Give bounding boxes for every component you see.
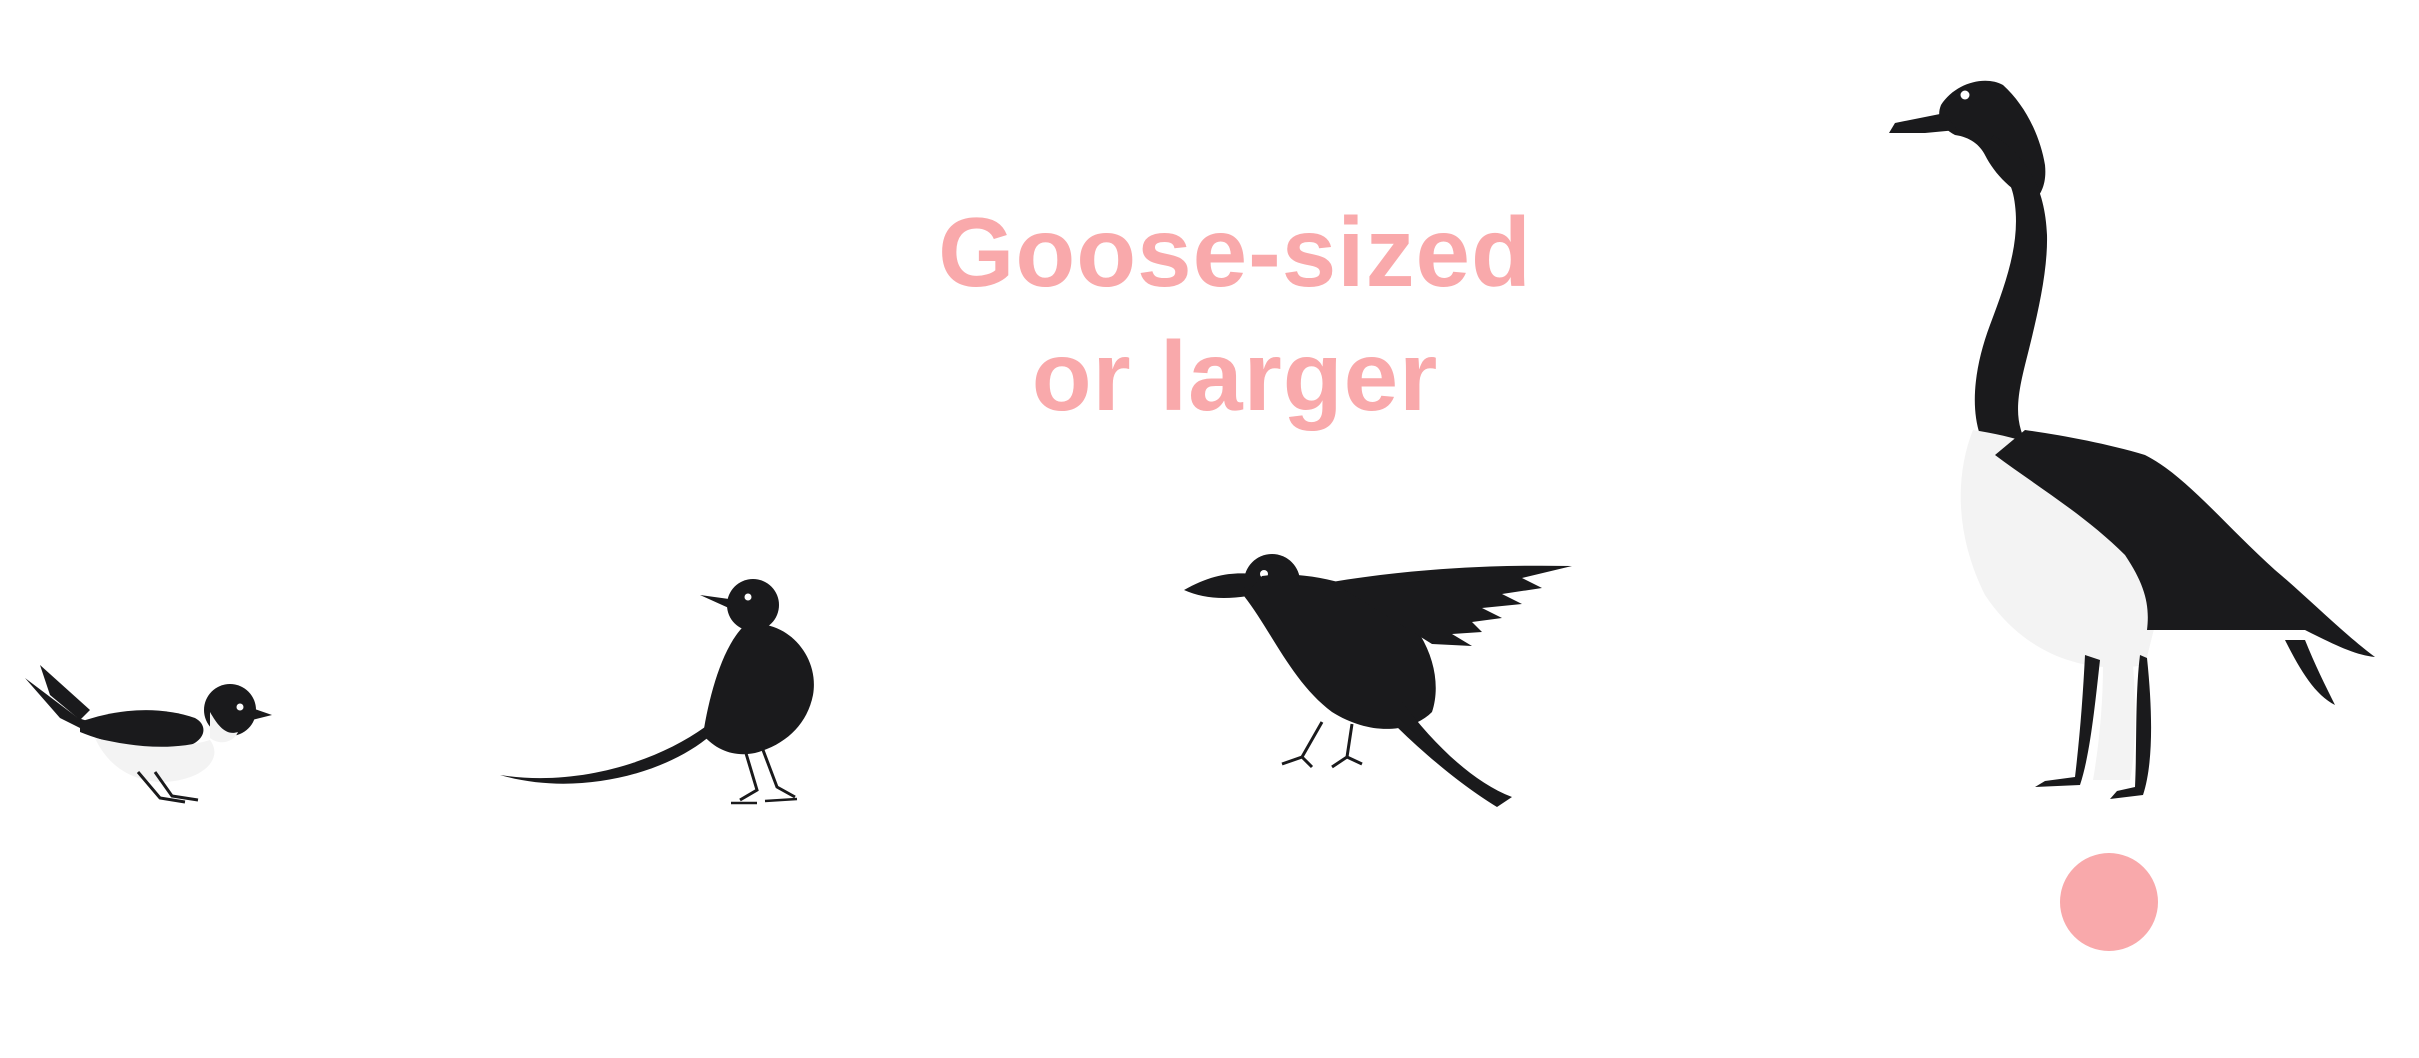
title-line-1: Goose-sized: [938, 197, 1532, 307]
title-line-2: or larger: [1031, 321, 1439, 431]
sparrow-icon[interactable]: [20, 660, 280, 820]
selection-dot: [2060, 853, 2158, 951]
crow-icon[interactable]: [1182, 552, 1582, 812]
size-category-title: Goose-sized or larger: [800, 190, 1670, 438]
wagtail-icon[interactable]: [495, 575, 825, 810]
goose-icon[interactable]: [1885, 75, 2385, 815]
